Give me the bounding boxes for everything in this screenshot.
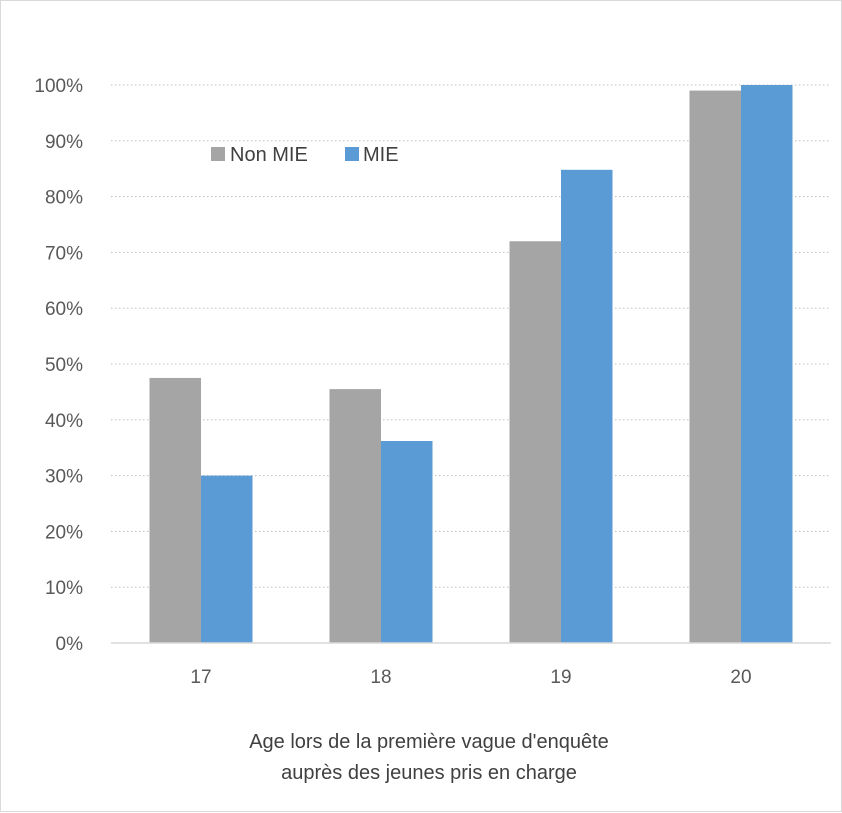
bar-non-mie-20: [689, 90, 741, 643]
bar-non-mie-19: [509, 241, 561, 644]
bar-mie-17: [201, 475, 253, 643]
legend-label-mie: MIE: [363, 144, 399, 166]
bar-mie-20: [741, 85, 793, 643]
y-tick-label: 90%: [45, 132, 83, 153]
x-tick-label: 18: [370, 667, 391, 688]
x-axis-label-line-2: auprès des jeunes pris en charge: [281, 762, 577, 784]
legend: Non MIE MIE: [211, 144, 399, 166]
x-axis-ticks: 17 18 19 20: [190, 667, 751, 688]
bars: [149, 85, 793, 644]
x-axis-label-line-1: Age lors de la première vague d'enquête: [249, 731, 609, 753]
bar-non-mie-17: [149, 377, 201, 643]
y-tick-label: 60%: [45, 299, 83, 320]
y-tick-label: 10%: [45, 578, 83, 599]
y-axis-ticks: 0% 10% 20% 30% 40% 50% 60% 70% 80% 90% 100%: [34, 76, 83, 655]
x-tick-label: 19: [550, 667, 571, 688]
y-tick-label: 50%: [45, 355, 83, 376]
y-tick-label: 0%: [56, 634, 84, 655]
y-tick-label: 30%: [45, 467, 83, 488]
bar-mie-18: [381, 441, 433, 643]
legend-swatch-mie: [345, 147, 359, 161]
x-tick-label: 17: [190, 667, 211, 688]
legend-label-non-mie: Non MIE: [230, 144, 308, 166]
x-tick-label: 20: [730, 667, 751, 688]
y-tick-label: 40%: [45, 411, 83, 432]
y-tick-label: 100%: [34, 76, 83, 97]
y-tick-label: 70%: [45, 243, 83, 264]
bar-non-mie-18: [329, 389, 381, 643]
legend-swatch-non-mie: [211, 147, 225, 161]
y-tick-label: 20%: [45, 522, 83, 543]
bar-mie-19: [561, 169, 613, 644]
y-tick-label: 80%: [45, 188, 83, 209]
